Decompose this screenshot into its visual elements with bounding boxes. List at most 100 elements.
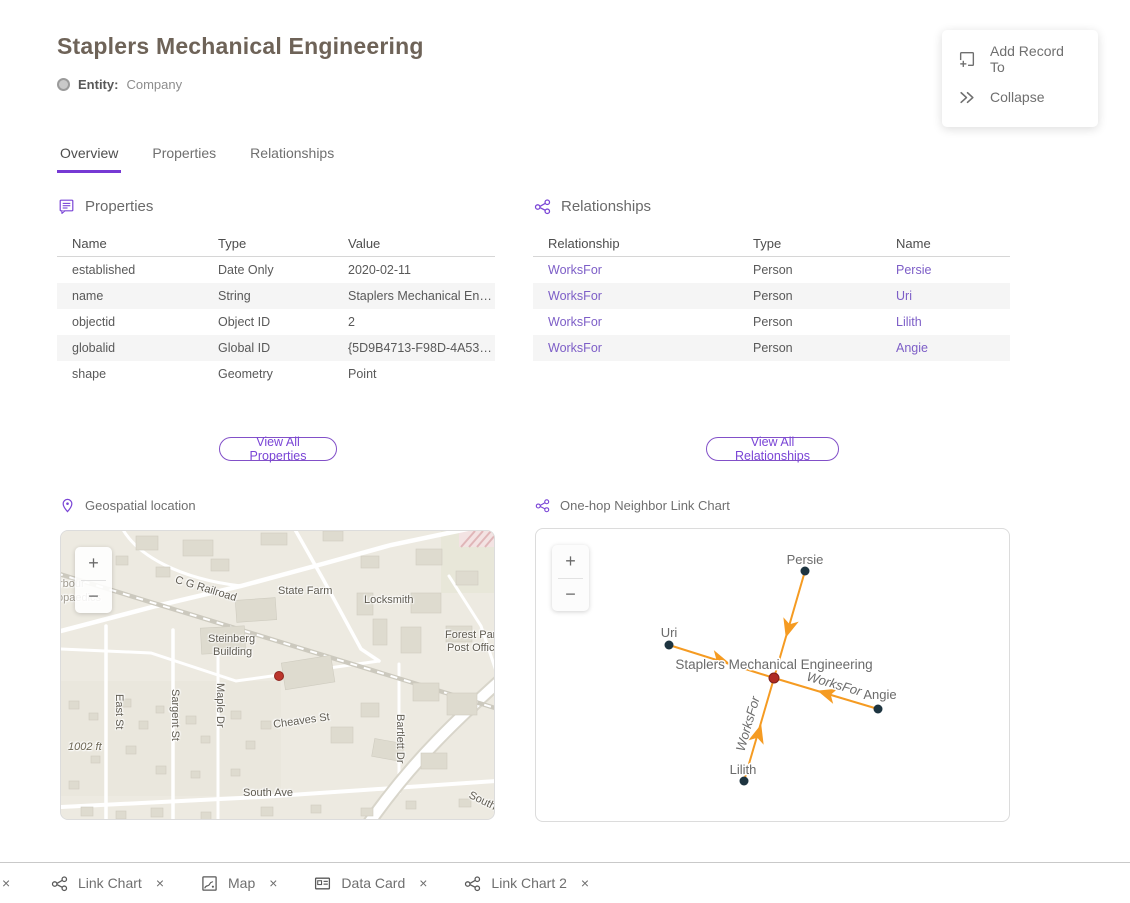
properties-section-title: Properties [85,198,153,215]
zoom-out-button[interactable]: − [75,581,112,614]
map-label: Bartlett Dr [394,714,406,764]
map-label: Maple Dr [214,683,226,728]
close-tab-icon[interactable]: × [269,875,277,891]
menu-item-label: Collapse [990,89,1044,105]
col-name: Name [881,236,1010,251]
bottom-tab-label: Link Chart [78,875,142,891]
link-chart-icon [464,875,481,892]
table-row: globalid Global ID {5D9B4713-F98D-4A53-… [57,335,495,361]
center-node-label: Staplers Mechanical Engineering [675,657,872,672]
map-icon [201,875,218,892]
relationship-link[interactable]: WorksFor [533,315,738,329]
map-label: Locksmith [364,594,414,606]
table-row: WorksFor Person Uri [533,283,1010,309]
node-label: Lilith [730,762,757,777]
menu-item-collapse[interactable]: Collapse [942,78,1098,116]
entity-type-dot [57,78,70,91]
add-record-icon [958,50,976,68]
geospatial-section-title: Geospatial location [85,498,196,513]
bottom-tab-bar: × Link Chart × Map × Data Card × Link Ch… [0,862,1130,903]
bottom-tab-label: Link Chart 2 [491,875,566,891]
map-label: Forest Par [445,629,495,641]
bottom-tab-link-chart-2[interactable]: Link Chart 2 × [464,875,589,892]
node-label: Angie [863,687,896,702]
page-title: Staplers Mechanical Engineering [57,33,424,60]
entity-link[interactable]: Uri [881,289,1010,303]
relationships-section-title: Relationships [561,198,651,215]
menu-item-label: Add Record To [990,43,1082,75]
zoom-out-button[interactable]: − [552,579,589,612]
menu-item-add-record-to[interactable]: Add Record To [942,40,1098,78]
relationships-icon [534,198,551,215]
entity-link[interactable]: Lilith [881,315,1010,329]
edge-arrow [778,617,799,640]
map-zoom-control: + − [75,547,112,613]
close-tab-icon[interactable]: × [156,875,164,891]
col-type: Type [738,236,881,251]
node-persie[interactable] [801,567,810,576]
link-chart-icon [535,498,550,513]
node-uri[interactable] [665,641,674,650]
table-row: WorksFor Person Angie [533,335,1010,361]
map-label: Sargent St [169,689,181,741]
linkchart-section-header: One-hop Neighbor Link Chart [535,498,730,513]
entity-label: Entity: [78,77,118,92]
link-chart-canvas: WorksFor WorksFor Persie Uri Angie Lilit… [536,529,1010,822]
relationship-link[interactable]: WorksFor [533,263,738,277]
close-tab-icon[interactable]: × [419,875,427,891]
table-row: name String Staplers Mechanical Eng… [57,283,495,309]
map-label: Steinberg [208,633,255,645]
tab-overview[interactable]: Overview [57,143,121,173]
table-row: WorksFor Person Lilith [533,309,1010,335]
node-lilith[interactable] [740,777,749,786]
relationships-table-header: Relationship Type Name [533,230,1010,257]
linkchart-section-title: One-hop Neighbor Link Chart [560,498,730,513]
collapse-icon [958,88,976,106]
relationship-link[interactable]: WorksFor [533,341,738,355]
zoom-in-button[interactable]: + [75,547,112,580]
view-all-relationships-button[interactable]: View All Relationships [706,437,839,461]
map-label: Post Offic [447,642,494,654]
clipped-tab-close-icon[interactable]: × [2,875,14,891]
relationship-link[interactable]: WorksFor [533,289,738,303]
node-center-entity[interactable] [769,673,779,683]
bottom-tab-map[interactable]: Map × [201,875,277,892]
table-row: shape Geometry Point [57,361,495,387]
node-angie[interactable] [874,705,883,714]
chart-zoom-control: + − [552,545,589,611]
table-row: WorksFor Person Persie [533,257,1010,283]
col-relationship: Relationship [533,236,738,251]
entity-location-marker[interactable] [274,671,284,681]
map-label: Building [213,646,252,658]
bottom-tab-link-chart[interactable]: Link Chart × [51,875,164,892]
geospatial-section-header: Geospatial location [60,498,196,513]
close-tab-icon[interactable]: × [581,875,589,891]
geospatial-map[interactable]: rbour opaedics C G Railroad State Farm L… [60,530,495,820]
entity-row: Entity: Company [57,77,182,92]
link-chart-icon [51,875,68,892]
map-label: East St [113,694,125,729]
entity-link[interactable]: Persie [881,263,1010,277]
bottom-tab-label: Data Card [341,875,405,891]
tab-relationships[interactable]: Relationships [247,143,337,173]
zoom-in-button[interactable]: + [552,545,589,578]
table-row: established Date Only 2020-02-11 [57,257,495,283]
properties-section-header: Properties [58,198,153,215]
map-label: State Farm [278,585,332,597]
one-hop-link-chart[interactable]: WorksFor WorksFor Persie Uri Angie Lilit… [535,528,1010,822]
tab-properties[interactable]: Properties [149,143,219,173]
bottom-tab-data-card[interactable]: Data Card × [314,875,427,892]
data-card-screen: Staplers Mechanical Engineering Entity: … [0,0,1130,903]
entity-type-value: Company [126,77,182,92]
entity-link[interactable]: Angie [881,341,1010,355]
properties-table-header: Name Type Value [57,230,495,257]
col-name: Name [57,236,203,251]
table-row: objectid Object ID 2 [57,309,495,335]
node-label: Persie [787,552,824,567]
map-scale-text: 1002 ft [68,741,102,753]
map-label: South Ave [243,787,293,799]
node-label: Uri [661,625,678,640]
properties-table: Name Type Value established Date Only 20… [57,230,495,387]
data-card-icon [314,875,331,892]
view-all-properties-button[interactable]: View All Properties [219,437,337,461]
